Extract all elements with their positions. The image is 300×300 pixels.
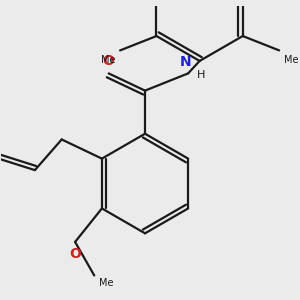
Text: Me: Me: [284, 55, 298, 65]
Text: Me: Me: [99, 278, 113, 288]
Text: O: O: [69, 247, 81, 261]
Text: H: H: [196, 70, 205, 80]
Text: Me: Me: [101, 55, 115, 65]
Text: N: N: [179, 55, 191, 69]
Text: O: O: [103, 54, 115, 68]
